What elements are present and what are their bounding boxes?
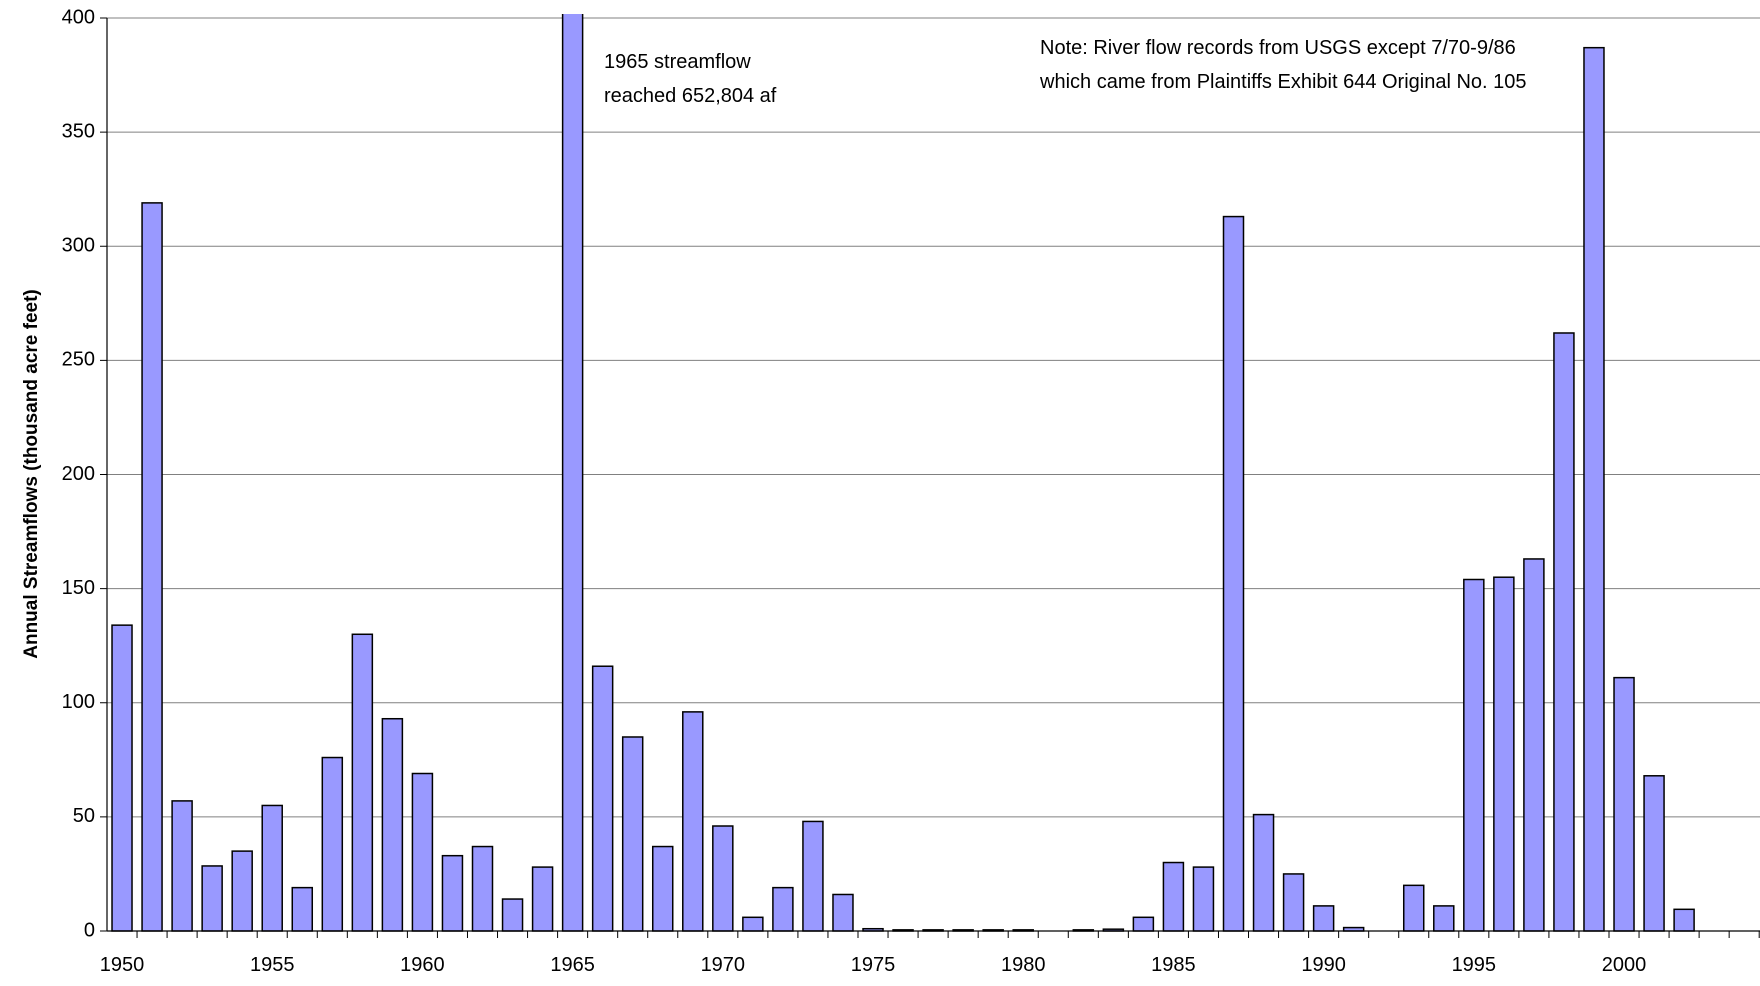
bar: [261, 804, 283, 932]
bar: [1132, 916, 1155, 932]
note: Note: River flow records from USGS excep…: [1040, 37, 1516, 59]
bar: [141, 202, 163, 932]
bar: [1523, 558, 1545, 932]
bar: [1553, 332, 1575, 932]
bar: [1252, 813, 1275, 932]
bar: [1162, 861, 1185, 932]
bar: [441, 854, 464, 932]
bar: [1643, 775, 1665, 932]
bar: [1613, 676, 1635, 932]
bar: [591, 665, 614, 932]
bar: [1493, 576, 1515, 932]
bar: [411, 772, 434, 932]
y-tick-label: 0: [84, 919, 95, 941]
x-tick-label: 1980: [1001, 954, 1046, 976]
x-tick-label: 1975: [851, 954, 896, 976]
bar: [471, 845, 494, 932]
y-tick-label: 200: [62, 463, 95, 485]
bar: [1312, 905, 1335, 932]
bar: [561, 14, 584, 932]
y-tick-label: 400: [62, 6, 95, 28]
x-tick-label: 1970: [701, 954, 746, 976]
bar: [381, 717, 404, 932]
y-tick-label: 250: [62, 349, 95, 371]
bar: [501, 898, 524, 932]
y-tick-label: 350: [62, 120, 95, 142]
x-tick-label: 2000: [1602, 954, 1647, 976]
y-tick-label: 100: [62, 691, 95, 713]
x-tick-label: 1995: [1452, 954, 1497, 976]
bar: [832, 893, 854, 932]
bar: [201, 865, 223, 932]
bar: [321, 756, 344, 932]
bars: [111, 14, 1695, 932]
x-tick-label: 1990: [1301, 954, 1346, 976]
bar: [1222, 215, 1245, 932]
y-tick-label: 50: [73, 805, 95, 827]
note: which came from Plaintiffs Exhibit 644 O…: [1039, 71, 1527, 93]
y-axis-label: Annual Streamflows (thousand acre feet): [21, 289, 42, 659]
x-tick-label: 1965: [550, 954, 595, 976]
bar: [712, 825, 734, 932]
bar: [1463, 578, 1485, 932]
x-tick-label: 1955: [250, 954, 295, 976]
bar: [111, 624, 133, 932]
annotation: 1965 streamflow: [604, 51, 751, 73]
bar: [291, 886, 314, 932]
x-tick-label: 1960: [400, 954, 445, 976]
bar: [1282, 873, 1305, 932]
bar: [351, 633, 374, 932]
bar: [1583, 46, 1605, 932]
bar: [651, 845, 674, 932]
bar: [531, 866, 554, 932]
bar: [621, 736, 644, 932]
bar: [742, 916, 764, 932]
bar: [171, 800, 193, 932]
bar: [802, 820, 824, 932]
y-tick-label: 300: [62, 235, 95, 257]
bar: [231, 850, 253, 932]
annotation: reached 652,804 af: [604, 85, 777, 107]
bar: [1402, 884, 1425, 932]
axes: 0 50 100 150 200 250 300 350 400 1950 1955 1960 1965…: [62, 6, 1760, 976]
x-tick-label: 1985: [1151, 954, 1196, 976]
bar: [1673, 908, 1695, 932]
bar: [1433, 905, 1455, 932]
x-tick-label: 1950: [100, 954, 145, 976]
bar: [772, 886, 794, 932]
y-tick-label: 150: [62, 577, 95, 599]
bar: [682, 711, 704, 932]
bar: [1192, 866, 1215, 932]
